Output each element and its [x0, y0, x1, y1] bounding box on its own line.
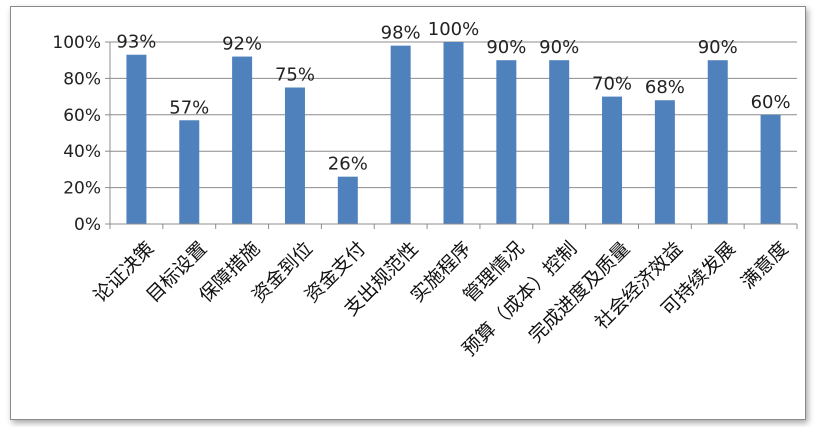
data-label: 92%	[222, 34, 262, 55]
y-tick-label: 80%	[63, 69, 101, 89]
data-label: 100%	[428, 19, 479, 40]
data-label: 90%	[539, 37, 579, 58]
bar	[654, 100, 675, 224]
bar	[496, 60, 517, 225]
category-label: 满意度	[737, 238, 793, 294]
data-label: 60%	[751, 92, 791, 113]
bar	[707, 60, 728, 225]
data-label: 70%	[592, 74, 632, 95]
y-tick-label: 60%	[63, 106, 101, 126]
data-labels: 93% 57% 92% 75% 26% 98% 100% 90% 90% 70% 68% 90% 60%	[116, 19, 790, 175]
y-tick-label: 20%	[63, 179, 101, 199]
bar	[443, 42, 464, 224]
data-label: 57%	[169, 97, 209, 118]
category-labels: 论证决策目标设置保障措施资金到位资金支付支出规范性实施程序管理情况预算（成本）控…	[89, 238, 792, 361]
bar	[337, 176, 358, 224]
bar	[390, 45, 411, 224]
axes	[105, 41, 798, 229]
data-label: 90%	[698, 37, 738, 58]
bar	[179, 120, 200, 224]
y-tick-label: 100%	[52, 33, 101, 53]
y-tick-label: 0%	[74, 215, 101, 235]
bar	[549, 60, 570, 225]
bar	[284, 87, 305, 224]
data-label: 75%	[275, 65, 315, 86]
bar	[602, 96, 623, 224]
data-label: 98%	[381, 23, 421, 44]
data-label: 68%	[645, 77, 685, 98]
data-label: 90%	[486, 37, 526, 58]
bars	[126, 42, 781, 225]
y-axis-ticks: 0% 20% 40% 60% 80% 100%	[52, 33, 101, 235]
bar	[232, 56, 253, 225]
bar	[126, 54, 147, 224]
data-label: 93%	[116, 32, 156, 53]
y-tick-label: 40%	[63, 142, 101, 162]
bar	[760, 114, 781, 224]
data-label: 26%	[328, 154, 368, 175]
